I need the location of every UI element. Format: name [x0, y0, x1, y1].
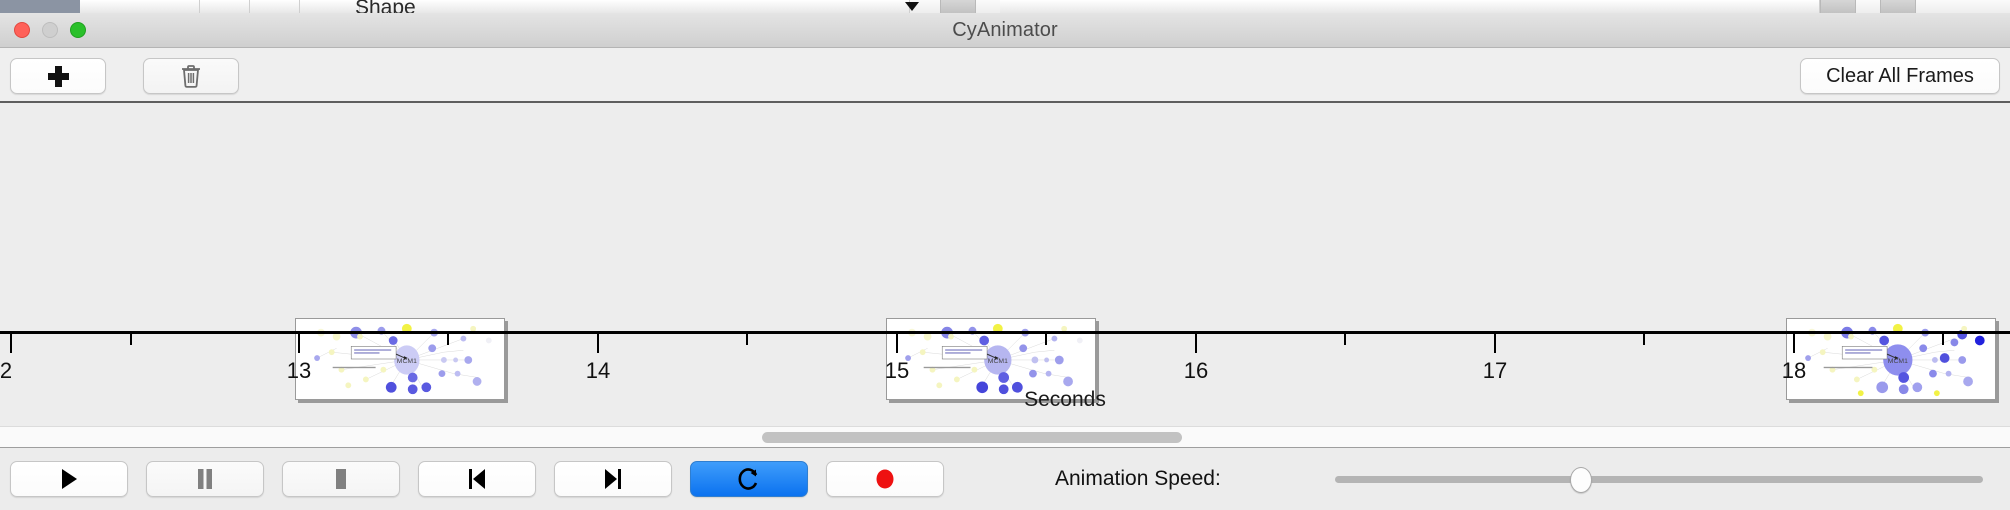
timeline-axis-line: [0, 331, 2010, 334]
axis-tick-minor: [1344, 334, 1346, 345]
skip-to-end-icon: [605, 469, 621, 489]
axis-tick-major: [10, 334, 12, 353]
record-icon: [876, 469, 894, 489]
axis-tick-major: [1494, 334, 1496, 353]
slider-thumb[interactable]: [1570, 467, 1593, 493]
axis-tick-label: 18: [1781, 358, 1807, 383]
pause-button[interactable]: [146, 461, 264, 497]
pause-icon: [198, 469, 212, 489]
background-segment: [300, 0, 360, 13]
minimize-button[interactable]: [42, 22, 58, 38]
slider-track: [1335, 476, 1983, 483]
axis-tick-minor: [746, 334, 748, 345]
background-segment: [200, 0, 250, 13]
window-controls: [14, 22, 86, 38]
axis-tick-minor: [1045, 334, 1047, 345]
background-segment: [250, 0, 300, 13]
axis-tick-major: [298, 334, 300, 353]
animation-speed-label: Animation Speed:: [1055, 467, 1221, 490]
background-peek-text: Shape: [355, 0, 416, 13]
axis-title: Seconds: [0, 388, 2010, 412]
background-segment: [1000, 0, 1820, 13]
toolbar: Clear All Frames: [0, 48, 2010, 103]
plus-icon: [47, 65, 69, 87]
skip-to-end-button[interactable]: [554, 461, 672, 497]
axis-tick-label: 2: [0, 358, 13, 383]
axis-tick-minor: [1643, 334, 1645, 345]
axis-tick-major: [1195, 334, 1197, 353]
play-icon: [62, 469, 77, 489]
play-button[interactable]: [10, 461, 128, 497]
timeline-panel[interactable]: MCM1: [0, 103, 2010, 426]
background-segment: [360, 0, 910, 13]
axis-tick-major: [1793, 334, 1795, 353]
background-active-tab: [0, 0, 80, 13]
cyanimator-window: CyAnimator Clear All Frames: [0, 13, 2010, 510]
svg-text:MCM1: MCM1: [988, 358, 1008, 365]
svg-text:MCM1: MCM1: [397, 358, 417, 365]
axis-tick-minor: [447, 334, 449, 345]
loop-button[interactable]: [690, 461, 808, 497]
playback-toolbar: Animation Speed:: [0, 448, 2010, 510]
delete-frame-button[interactable]: [143, 58, 239, 94]
axis-tick-label: 13: [286, 358, 312, 383]
animation-speed-slider[interactable]: [1335, 467, 1983, 493]
record-button[interactable]: [826, 461, 944, 497]
axis-title-text: Seconds: [1024, 388, 1106, 411]
axis-tick-label: 16: [1183, 358, 1209, 383]
axis-tick-label: 15: [884, 358, 910, 383]
background-segment: [80, 0, 200, 13]
add-frame-button[interactable]: [10, 58, 106, 94]
stop-icon: [336, 469, 346, 489]
title-bar: CyAnimator: [0, 13, 2010, 48]
svg-text:MCM1: MCM1: [1888, 358, 1908, 365]
background-grip: [1880, 0, 1916, 13]
loop-icon: [738, 468, 758, 490]
background-grip: [940, 0, 976, 13]
axis-tick-label: 14: [585, 358, 611, 383]
axis-tick-major: [896, 334, 898, 353]
axis-tick-minor: [130, 334, 132, 345]
stop-button[interactable]: [282, 461, 400, 497]
clear-all-frames-button[interactable]: Clear All Frames: [1800, 58, 2000, 94]
background-caret-icon: [905, 2, 919, 11]
maximize-button[interactable]: [70, 22, 86, 38]
axis-tick-label: 17: [1482, 358, 1508, 383]
skip-to-start-icon: [469, 469, 485, 489]
window-title: CyAnimator: [952, 18, 1058, 41]
axis-tick-minor: [1942, 334, 1944, 345]
skip-to-start-button[interactable]: [418, 461, 536, 497]
axis-tick-major: [597, 334, 599, 353]
scrollbar-thumb[interactable]: [762, 432, 1182, 443]
horizontal-scrollbar[interactable]: [0, 426, 2010, 448]
background-grip: [1820, 0, 1856, 13]
trash-icon: [182, 65, 200, 88]
background-window-strip: Shape: [0, 0, 2010, 13]
close-button[interactable]: [14, 22, 30, 38]
